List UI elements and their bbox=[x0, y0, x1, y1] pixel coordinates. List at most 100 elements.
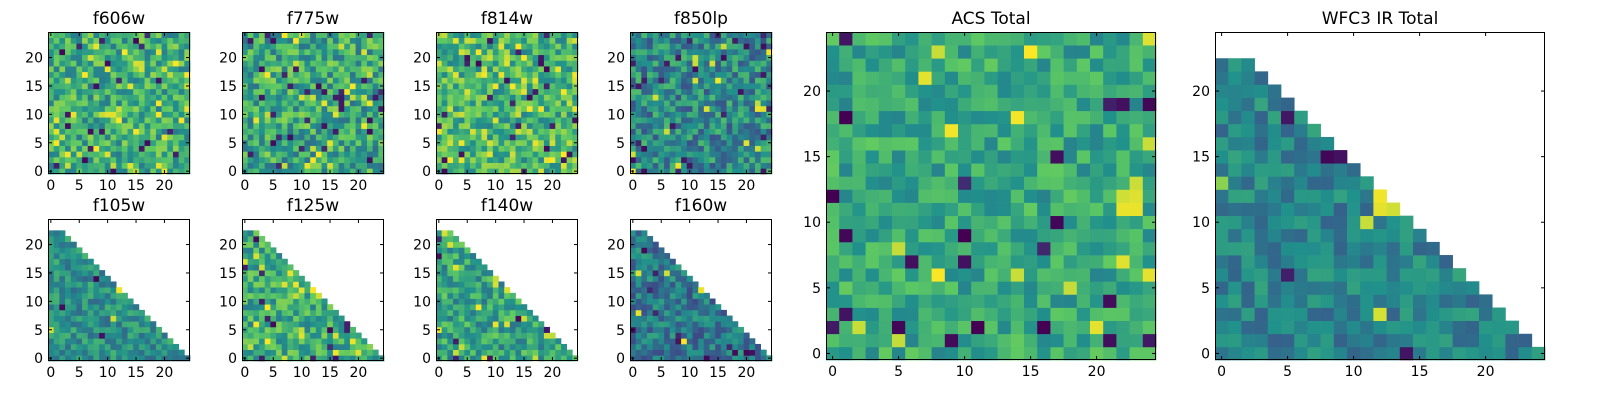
pixel-cell bbox=[566, 71, 573, 78]
pixel-cell bbox=[647, 37, 654, 44]
pixel-cell bbox=[492, 83, 499, 90]
pixel-cell bbox=[839, 189, 853, 203]
pixel-cell bbox=[481, 66, 488, 73]
pixel-cell bbox=[664, 43, 671, 50]
pixel-cell bbox=[87, 134, 94, 141]
pixel-cell bbox=[715, 162, 722, 169]
pixel-cell bbox=[453, 349, 460, 356]
pixel-cell bbox=[453, 292, 460, 299]
pixel-cell bbox=[161, 349, 168, 356]
pixel-cell bbox=[1063, 189, 1078, 203]
pixel-cell bbox=[1116, 136, 1130, 151]
pixel-cell bbox=[116, 349, 123, 356]
pixel-cell bbox=[276, 128, 283, 135]
pixel-cell bbox=[53, 304, 60, 311]
pixel-cell bbox=[138, 100, 145, 107]
pixel-cell bbox=[366, 111, 373, 118]
pixel-cell bbox=[515, 332, 522, 339]
pixel-cell bbox=[1050, 136, 1064, 151]
pixel-cell bbox=[1241, 320, 1255, 335]
pixel-cell bbox=[1479, 307, 1493, 321]
pixel-cell bbox=[349, 105, 356, 112]
pixel-cell bbox=[276, 355, 283, 362]
pixel-cell bbox=[703, 315, 710, 322]
pixel-cell bbox=[327, 66, 334, 73]
pixel-cell bbox=[366, 117, 373, 124]
pixel-cell bbox=[1116, 71, 1130, 85]
pixel-cell bbox=[121, 60, 128, 67]
pixel-cell bbox=[167, 145, 174, 152]
pixel-cell bbox=[1386, 346, 1401, 361]
pixel-cell bbox=[344, 355, 351, 362]
pixel-cell bbox=[1050, 97, 1064, 112]
pixel-cell bbox=[515, 321, 522, 328]
pixel-cell bbox=[1076, 281, 1091, 295]
pixel-cell bbox=[253, 270, 260, 277]
pixel-cell bbox=[253, 292, 260, 299]
pixel-cell bbox=[715, 37, 722, 44]
pixel-cell bbox=[1129, 202, 1144, 217]
pixel-cell bbox=[498, 94, 505, 101]
pixel-cell bbox=[630, 60, 637, 67]
pixel-cell bbox=[1386, 241, 1401, 256]
pixel-cell bbox=[464, 292, 471, 299]
pixel-cell bbox=[692, 111, 699, 118]
x-tick-label: 0 bbox=[628, 178, 637, 194]
pixel-cell bbox=[259, 287, 266, 294]
pixel-cell bbox=[172, 77, 179, 84]
pixel-cell bbox=[264, 253, 271, 260]
pixel-cell bbox=[110, 338, 117, 345]
pixel-cell bbox=[475, 355, 482, 362]
x-tick-label: 10 bbox=[487, 365, 505, 381]
pixel-cell bbox=[931, 71, 946, 85]
pixel-cell bbox=[715, 43, 722, 50]
pixel-cell bbox=[720, 168, 727, 175]
pixel-cell bbox=[287, 156, 294, 163]
pixel-cell bbox=[1142, 307, 1157, 321]
pixel-cell bbox=[133, 139, 140, 146]
pixel-cell bbox=[99, 275, 106, 282]
pixel-cell bbox=[669, 326, 676, 333]
pixel-cell bbox=[65, 270, 72, 277]
pixel-cell bbox=[658, 156, 665, 163]
pixel-cell bbox=[276, 315, 283, 322]
pixel-cell bbox=[1373, 346, 1387, 361]
pixel-cell bbox=[281, 111, 288, 118]
pixel-cell bbox=[361, 162, 368, 169]
pixel-cell bbox=[560, 88, 567, 95]
pixel-cell bbox=[1373, 215, 1387, 230]
pixel-cell bbox=[1116, 189, 1130, 203]
pixel-cell bbox=[918, 123, 932, 138]
pixel-cell bbox=[664, 298, 671, 305]
pixel-cell bbox=[1037, 163, 1051, 177]
pixel-cell bbox=[572, 71, 579, 78]
pixel-cell bbox=[470, 321, 477, 328]
pixel-cell bbox=[931, 202, 946, 217]
pixel-cell bbox=[70, 162, 77, 169]
pixel-cell bbox=[1010, 307, 1025, 321]
pixel-cell bbox=[669, 43, 676, 50]
pixel-cell bbox=[1090, 110, 1104, 125]
pixel-cell bbox=[658, 338, 665, 345]
pixel-cell bbox=[749, 100, 756, 107]
pixel-cell bbox=[65, 151, 72, 158]
pixel-cell bbox=[515, 37, 522, 44]
pixel-cell bbox=[543, 122, 550, 129]
pixel-cell bbox=[270, 326, 277, 333]
pixel-cell bbox=[749, 43, 756, 50]
pixel-cell bbox=[647, 275, 654, 282]
pixel-cell bbox=[59, 309, 66, 316]
pixel-cell bbox=[270, 298, 277, 305]
pixel-cell bbox=[1215, 255, 1229, 269]
pixel-cell bbox=[692, 60, 699, 67]
pixel-cell bbox=[453, 88, 460, 95]
pixel-cell bbox=[253, 287, 260, 294]
pixel-cell bbox=[372, 105, 379, 112]
pixel-cell bbox=[1116, 333, 1130, 348]
pixel-cell bbox=[344, 105, 351, 112]
pixel-cell bbox=[264, 71, 271, 78]
pixel-cell bbox=[127, 298, 134, 305]
pixel-cell bbox=[1010, 97, 1025, 112]
pixel-cell bbox=[127, 162, 134, 169]
pixel-cell bbox=[1333, 281, 1348, 295]
